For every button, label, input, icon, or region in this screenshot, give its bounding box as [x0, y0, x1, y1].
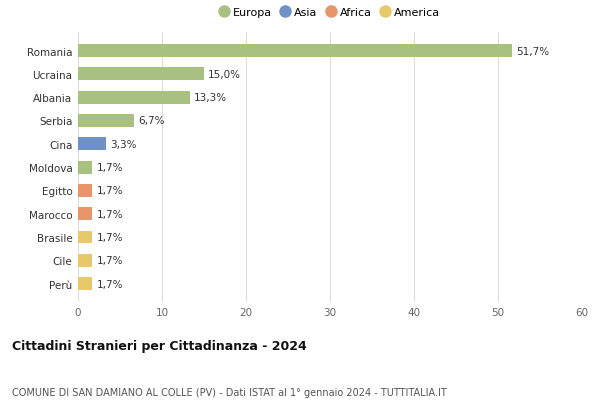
Legend: Europa, Asia, Africa, America: Europa, Asia, Africa, America [217, 6, 443, 20]
Text: 6,7%: 6,7% [139, 116, 165, 126]
Text: 1,7%: 1,7% [97, 186, 123, 196]
Text: 1,7%: 1,7% [97, 279, 123, 289]
Bar [78, 254, 92, 267]
Text: Cittadini Stranieri per Cittadinanza - 2024: Cittadini Stranieri per Cittadinanza - 2… [12, 339, 307, 352]
Bar [78, 138, 106, 151]
Text: 15,0%: 15,0% [208, 70, 241, 80]
Bar [78, 161, 92, 174]
Text: 13,3%: 13,3% [194, 93, 227, 103]
Bar [78, 45, 512, 58]
Text: 51,7%: 51,7% [517, 46, 550, 56]
Bar [78, 184, 92, 198]
Text: 1,7%: 1,7% [97, 256, 123, 266]
Text: 1,7%: 1,7% [97, 232, 123, 243]
Bar [78, 208, 92, 220]
Bar [78, 278, 92, 290]
Text: 1,7%: 1,7% [97, 209, 123, 219]
Bar [78, 231, 92, 244]
Bar [78, 68, 204, 81]
Bar [78, 115, 134, 128]
Text: COMUNE DI SAN DAMIANO AL COLLE (PV) - Dati ISTAT al 1° gennaio 2024 - TUTTITALIA: COMUNE DI SAN DAMIANO AL COLLE (PV) - Da… [12, 387, 447, 397]
Bar [78, 92, 190, 104]
Text: 1,7%: 1,7% [97, 163, 123, 173]
Text: 3,3%: 3,3% [110, 139, 136, 149]
